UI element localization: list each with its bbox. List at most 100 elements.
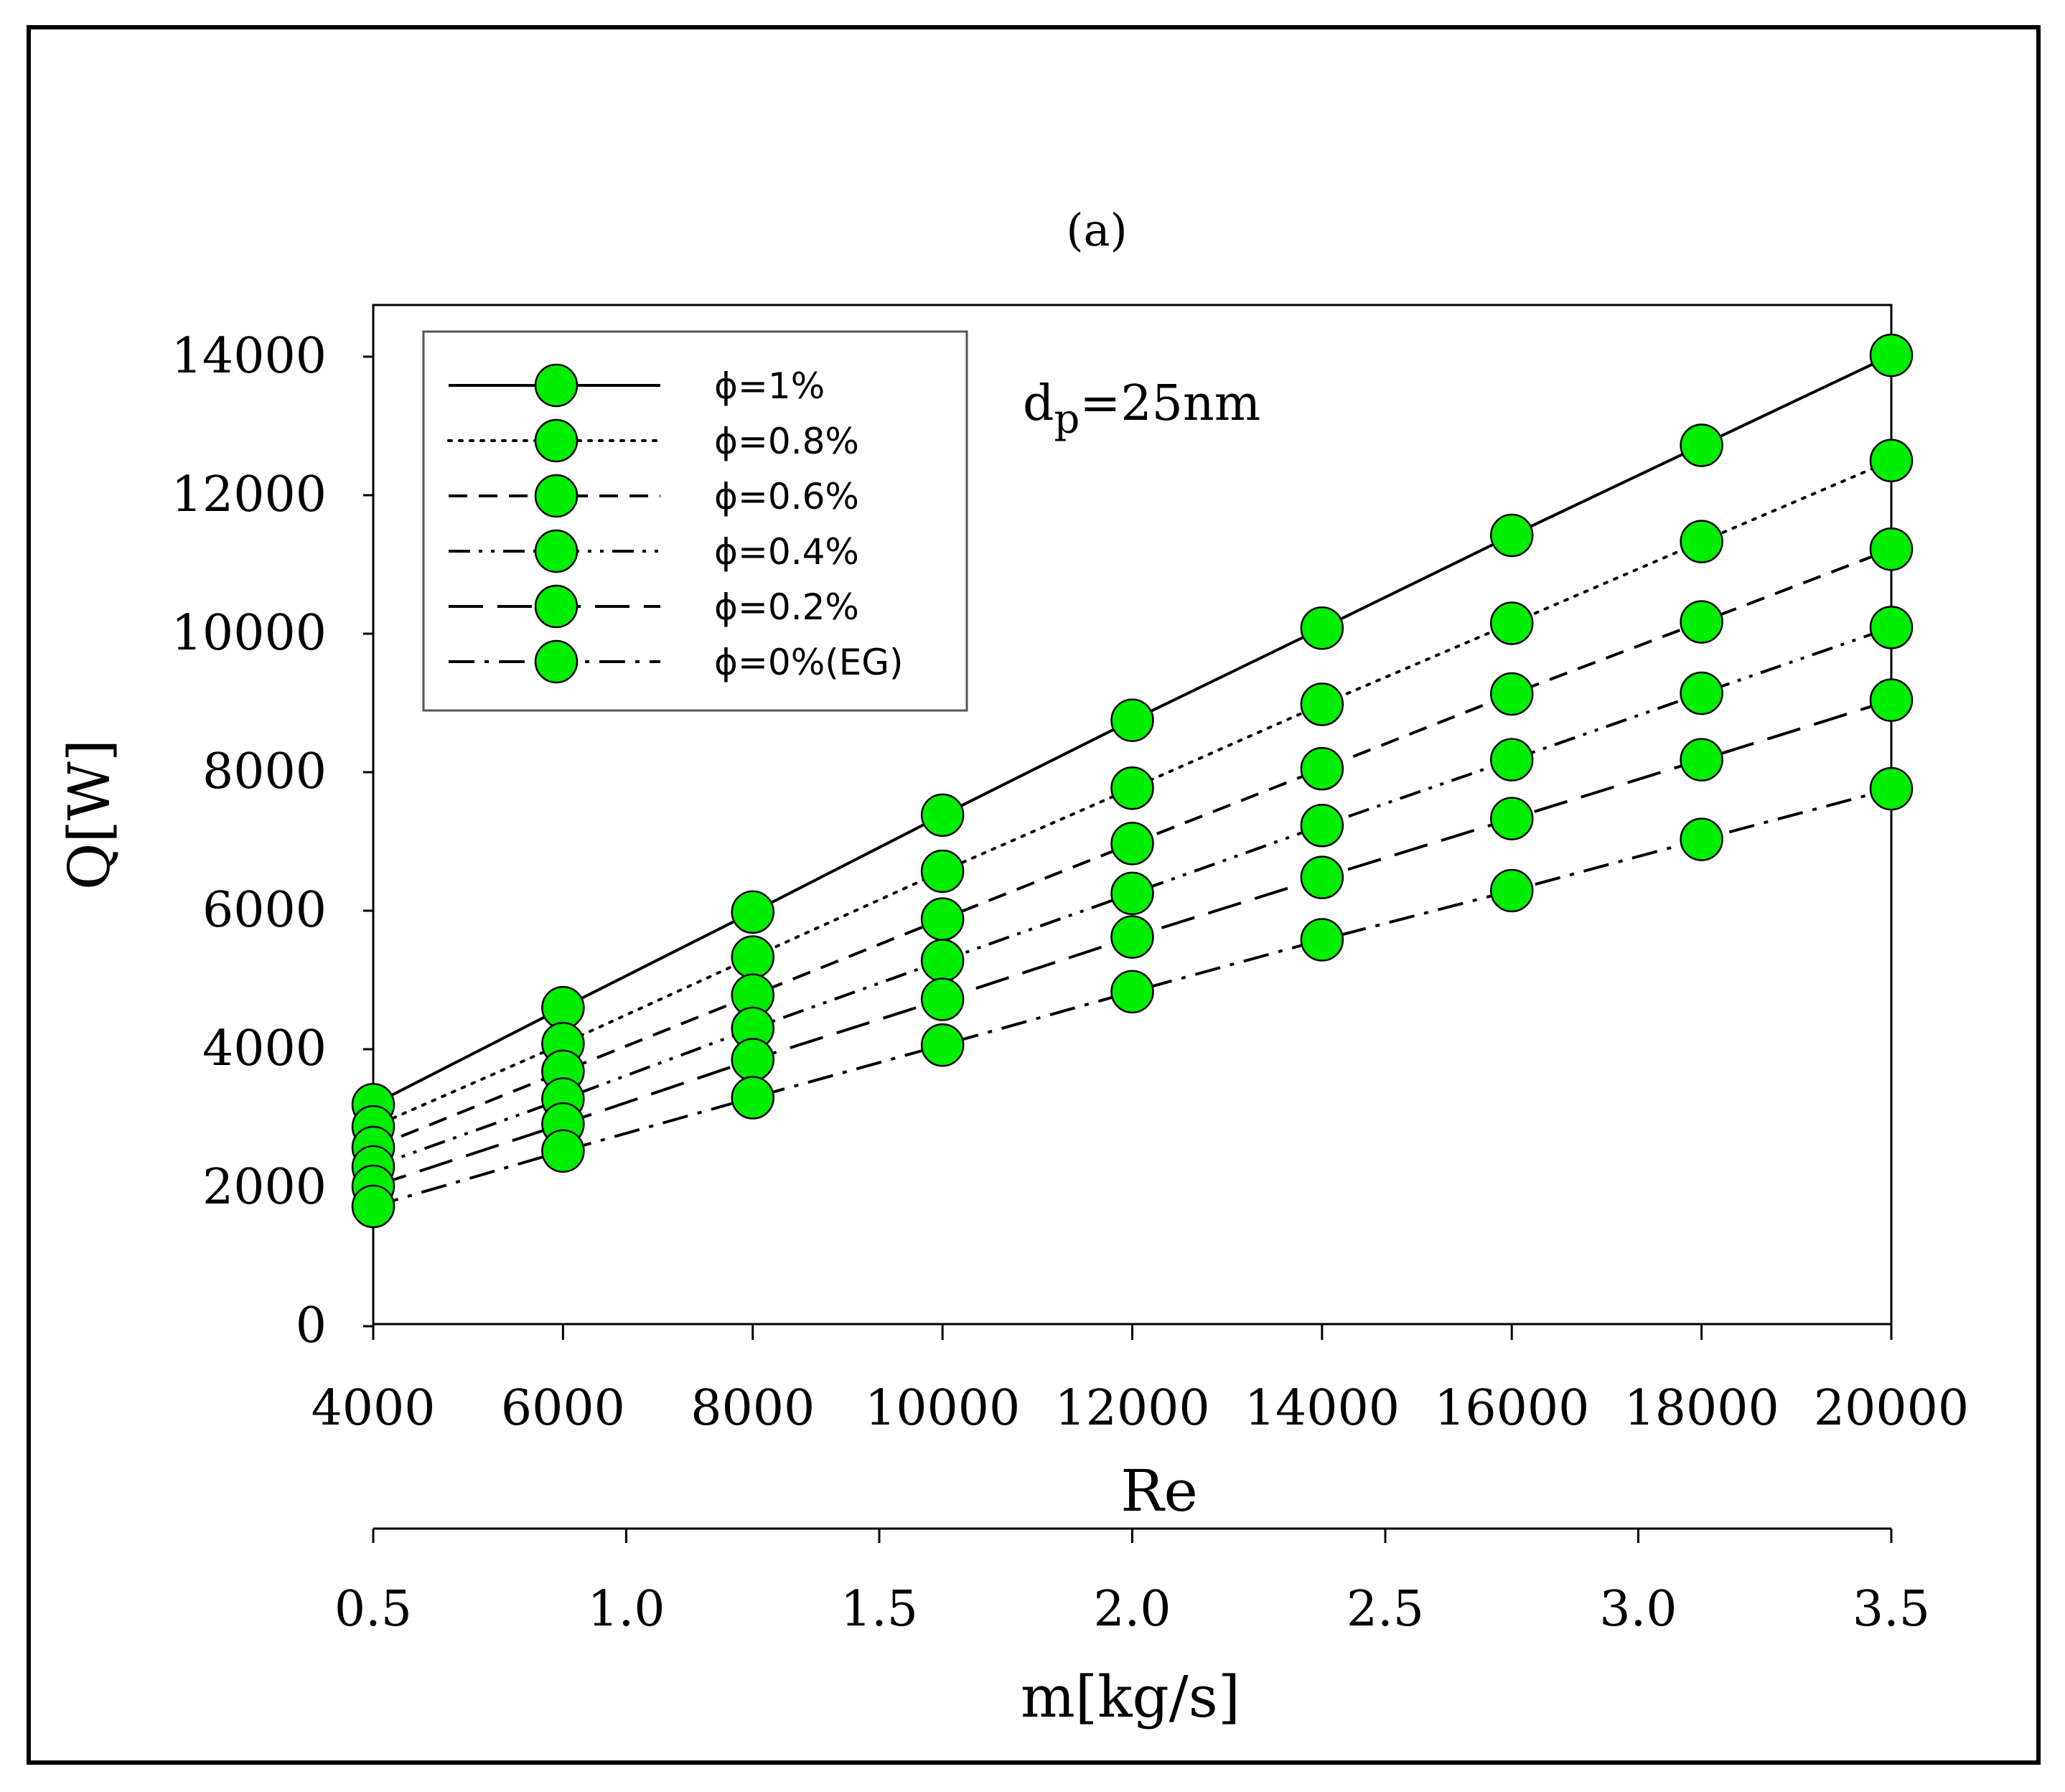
x-axis-label: Re: [1120, 1458, 1198, 1524]
data-point: [351, 1184, 395, 1229]
secondary-tick-label: 3.5: [1853, 1581, 1930, 1638]
legend-marker: [534, 584, 579, 629]
secondary-x-axis: 0.5 1.0 1.5 2.0 2.5 3.0 3.5: [334, 1527, 1930, 1638]
data-point: [1490, 672, 1534, 716]
data-point: [920, 849, 965, 893]
secondary-tick-label: 1.0: [587, 1581, 665, 1638]
data-point: [1300, 746, 1344, 791]
data-point: [1680, 423, 1723, 467]
x-tick-label: 16000: [1434, 1380, 1589, 1437]
y-axis: 0 2000 4000 6000 8000 10000 12000 14000: [172, 328, 373, 1354]
data-point: [1110, 698, 1154, 742]
y-tick-label: 2000: [202, 1159, 327, 1216]
data-point: [1300, 682, 1344, 726]
series-2: [351, 527, 1914, 1170]
legend: ϕ=1% ϕ=0.8% ϕ=0.6% ϕ=0.4% ϕ=0.2% ϕ=0%(EG): [422, 330, 968, 712]
series-group: [351, 333, 1914, 1229]
data-point: [1869, 766, 1914, 811]
x-tick-label: 18000: [1624, 1380, 1779, 1437]
y-tick-label: 12000: [172, 466, 327, 523]
series-4: [351, 678, 1914, 1209]
data-point: [1300, 606, 1344, 650]
y-tick-label: 4000: [202, 1021, 327, 1077]
x-tick-label: 12000: [1054, 1380, 1209, 1437]
data-point: [920, 793, 965, 838]
x-tick-label: 10000: [865, 1380, 1020, 1437]
legend-label: ϕ=0.8%: [714, 421, 859, 462]
y-tick-label: 6000: [202, 882, 327, 939]
data-point: [731, 890, 774, 934]
legend-label: ϕ=0%(EG): [714, 642, 904, 683]
x-axis: 4000 6000 8000 10000 12000 14000 16000 18000 200…: [311, 1324, 1969, 1437]
data-point: [1680, 738, 1723, 782]
data-point: [1680, 520, 1723, 563]
size-annotation: dp=25nm: [1023, 375, 1260, 443]
data-point: [1869, 527, 1914, 571]
data-point: [1110, 970, 1154, 1014]
data-point: [1110, 766, 1154, 810]
annotation-base: d: [1023, 375, 1054, 432]
x-tick-label: 4000: [311, 1380, 435, 1437]
data-point: [1490, 601, 1534, 645]
data-point: [920, 1023, 965, 1067]
data-point: [1869, 678, 1914, 722]
secondary-tick-label: 2.0: [1093, 1581, 1171, 1638]
data-point: [1869, 333, 1914, 377]
secondary-tick-label: 1.5: [840, 1581, 918, 1638]
data-point: [1110, 915, 1154, 959]
data-point: [920, 939, 965, 982]
data-point: [1110, 871, 1154, 916]
data-point: [541, 1129, 585, 1173]
data-point: [1869, 606, 1914, 649]
legend-marker: [534, 474, 579, 518]
data-point: [731, 935, 774, 979]
secondary-tick-label: 0.5: [334, 1581, 412, 1638]
data-point: [1490, 868, 1534, 913]
data-point: [1300, 855, 1344, 899]
data-point: [1490, 738, 1534, 782]
legend-label: ϕ=0.4%: [714, 531, 859, 573]
legend-marker: [534, 363, 579, 408]
data-point: [1680, 600, 1723, 644]
x-tick-label: 20000: [1814, 1380, 1969, 1437]
legend-label: ϕ=0.6%: [714, 476, 859, 517]
data-point: [920, 977, 965, 1021]
secondary-tick-label: 3.0: [1599, 1581, 1677, 1638]
data-point: [1300, 804, 1344, 848]
legend-box: [422, 330, 968, 712]
y-tick-label: 0: [296, 1298, 327, 1354]
series-5: [351, 766, 1914, 1229]
figure-frame: [27, 25, 2041, 1765]
x-tick-label: 6000: [501, 1380, 625, 1437]
series-1: [351, 438, 1914, 1149]
y-tick-label: 10000: [172, 605, 327, 662]
y-tick-label: 14000: [172, 328, 327, 385]
annotation-rest: =25nm: [1080, 375, 1260, 432]
data-point: [1680, 671, 1723, 716]
legend-marker: [534, 529, 579, 573]
data-point: [1300, 918, 1344, 962]
legend-label: ϕ=1%: [714, 365, 825, 407]
secondary-tick-label: 2.5: [1347, 1581, 1424, 1638]
secondary-x-axis-label: m[kg/s]: [1021, 1664, 1240, 1730]
data-point: [1680, 817, 1723, 861]
data-point: [1110, 822, 1154, 865]
data-point: [1490, 797, 1534, 840]
y-tick-label: 8000: [202, 743, 327, 800]
legend-marker: [534, 418, 579, 463]
data-point: [731, 1076, 774, 1120]
data-point: [1869, 438, 1914, 482]
panel-label: (a): [1066, 204, 1127, 256]
x-tick-label: 14000: [1245, 1380, 1400, 1437]
legend-label: ϕ=0.2%: [714, 586, 859, 628]
x-tick-label: 8000: [690, 1380, 815, 1437]
data-point: [1490, 513, 1534, 558]
data-point: [920, 897, 965, 941]
series-0: [351, 333, 1914, 1127]
legend-marker: [534, 639, 579, 684]
y-axis-label: Q[W]: [56, 739, 123, 890]
annotation-subscript: p: [1054, 396, 1080, 443]
data-point: [731, 1038, 774, 1082]
series-line: [373, 787, 1892, 1209]
